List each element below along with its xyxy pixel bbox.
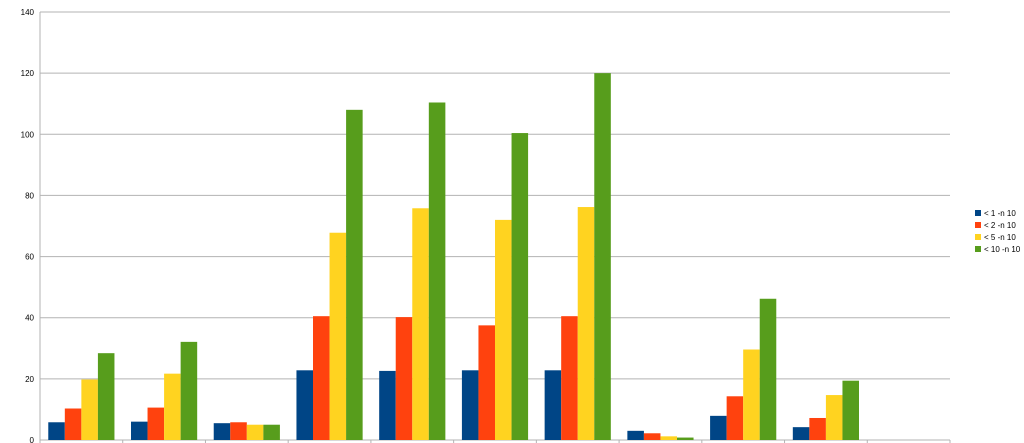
legend-label: < 10 -n 10: [984, 245, 1021, 254]
y-tick-label: 140: [21, 8, 35, 17]
y-axis-ticks: 0 20 40 60 80 100 120 140: [21, 8, 35, 443]
bar-series-2-cat-6: [478, 325, 495, 440]
legend-label: < 1 -n 10: [984, 209, 1016, 218]
bar-series-2-cat-5: [395, 317, 413, 440]
bar-series-1-cat-6: [461, 370, 479, 440]
legend-label: < 5 -n 10: [984, 233, 1016, 242]
bar-series-3-cat-9: [743, 349, 760, 440]
bar-series-3-cat-7: [577, 207, 595, 440]
y-tick-label: 80: [25, 191, 34, 200]
bar-series-2-cat-8: [643, 433, 661, 440]
y-tick-label: 60: [25, 253, 34, 262]
bar-series-1-cat-5: [379, 370, 396, 440]
legend: < 1 -n 10 < 2 -n 10 < 5 -n 10 < 10 -n 10: [975, 209, 1021, 254]
bar-series-1-cat-3: [213, 423, 231, 440]
y-tick-label: 100: [21, 130, 35, 139]
bar-series-2-cat-4: [313, 316, 330, 440]
bar-series-3-cat-3: [246, 424, 264, 440]
bar-series-1-cat-7: [544, 370, 562, 440]
bar-series-4-cat-9: [759, 298, 777, 440]
bar-series-4-cat-2: [180, 341, 198, 440]
bar-series-3-cat-8: [660, 436, 677, 440]
bar-series-1-cat-2: [131, 421, 148, 440]
bar-series-1-cat-1: [48, 422, 65, 440]
bar-series-4-cat-3: [263, 424, 280, 440]
bar-series-4-cat-7: [594, 73, 611, 441]
bar-series-4-cat-8: [677, 437, 694, 440]
bar-series-1-cat-10: [792, 427, 810, 440]
bar-series-4-cat-4: [346, 109, 363, 440]
legend-swatch: [975, 222, 981, 228]
y-tick-label: 120: [21, 69, 35, 78]
y-tick-label: 20: [25, 375, 34, 384]
y-tick-label: 0: [30, 436, 35, 443]
bar-series-2-cat-7: [561, 316, 578, 440]
bar-series-2-cat-2: [147, 407, 165, 440]
bar-series-4-cat-6: [511, 133, 529, 440]
legend-swatch: [975, 246, 981, 252]
legend-label: < 2 -n 10: [984, 221, 1016, 230]
x-axis-ticks: [39, 440, 951, 443]
bar-series-3-cat-6: [495, 219, 512, 440]
bar-series-3-cat-10: [825, 395, 843, 440]
bar-series-4-cat-5: [428, 102, 446, 441]
bar-series-3-cat-1: [81, 379, 98, 440]
bar-series-2-cat-3: [230, 422, 247, 440]
bar-series-3-cat-2: [164, 373, 181, 440]
bar-series-3-cat-5: [412, 208, 429, 440]
legend-swatch: [975, 234, 981, 240]
bar-series-1-cat-8: [627, 430, 644, 440]
bars: [48, 73, 859, 441]
bar-series-2-cat-10: [809, 417, 826, 440]
bar-series-4-cat-1: [97, 353, 115, 440]
bar-series-2-cat-1: [64, 408, 82, 440]
bar-series-1-cat-4: [296, 370, 313, 440]
bar-series-3-cat-4: [329, 232, 347, 440]
legend-swatch: [975, 210, 981, 216]
y-tick-label: 40: [25, 314, 34, 323]
bar-series-4-cat-10: [842, 380, 859, 440]
bar-series-1-cat-9: [710, 415, 727, 440]
bar-series-2-cat-9: [726, 396, 744, 440]
